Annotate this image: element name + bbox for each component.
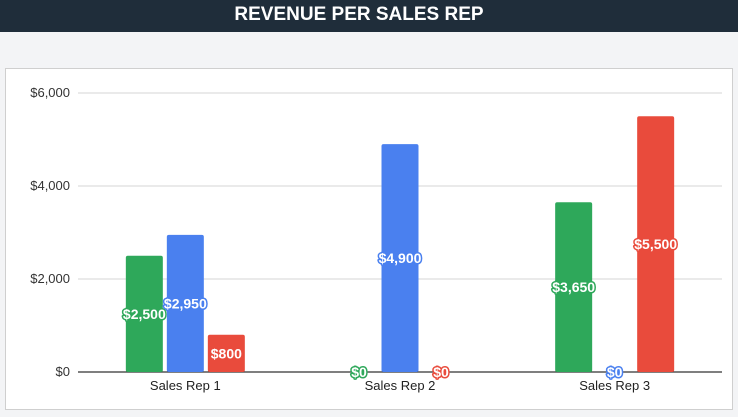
data-label: $0 xyxy=(351,364,367,380)
y-tick-label: $4,000 xyxy=(30,178,70,193)
bar[interactable] xyxy=(637,116,675,372)
page-title: REVENUE PER SALES REP xyxy=(234,4,484,25)
bar[interactable] xyxy=(125,255,163,372)
data-label: $4,900 xyxy=(379,250,422,266)
data-label: $2,950 xyxy=(164,295,207,311)
revenue-bar-chart: $0 $2,000 $4,000 $6,000 $2,500$2,950 $800 Sale… xyxy=(30,85,722,393)
bar[interactable] xyxy=(166,234,204,372)
data-label: $5,500 xyxy=(634,236,677,252)
x-category-label: Sales Rep 1 xyxy=(150,378,221,393)
data-label: $800 xyxy=(211,345,242,361)
bar[interactable] xyxy=(207,334,245,372)
data-label: $2,500 xyxy=(123,306,166,322)
bar[interactable] xyxy=(381,144,419,372)
y-tick-label: $6,000 xyxy=(30,85,70,100)
data-label: $3,650 xyxy=(552,279,595,295)
bar[interactable] xyxy=(555,202,593,372)
data-label: $0 xyxy=(607,364,623,380)
y-tick-label: $0 xyxy=(56,364,70,379)
data-label: $0 xyxy=(433,364,449,380)
x-category-label: Sales Rep 3 xyxy=(579,378,650,393)
chart-panel: $0 $2,000 $4,000 $6,000 $2,500 $2,950 $800 Sale… xyxy=(5,68,733,410)
x-category-label: Sales Rep 2 xyxy=(365,378,436,393)
y-tick-label: $2,000 xyxy=(30,271,70,286)
title-bar: REVENUE PER SALES REP xyxy=(0,0,738,32)
